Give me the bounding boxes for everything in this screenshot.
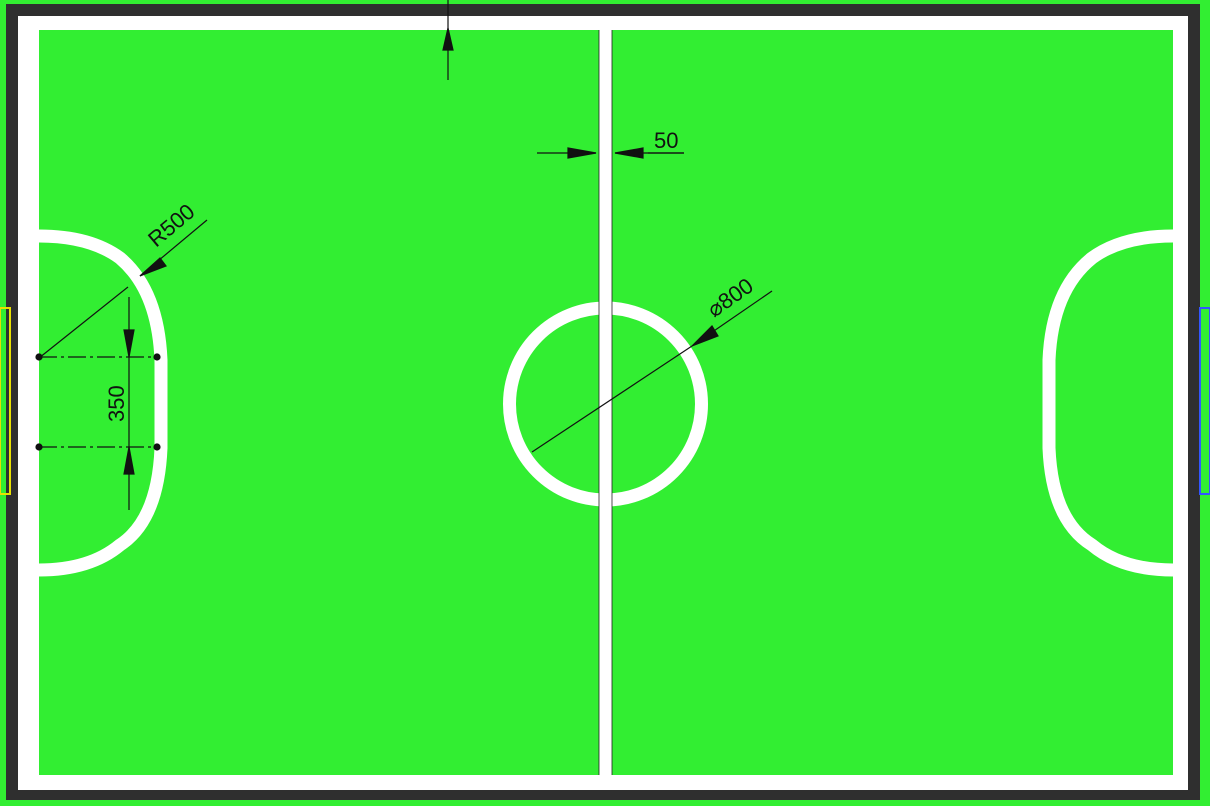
- halfway-line: [599, 30, 612, 775]
- dimension-corner-radius: [38, 219, 208, 359]
- dimension-line-width: [537, 147, 684, 159]
- dimension-line-width-label: 50: [654, 128, 678, 153]
- left-penalty-area: [38, 229, 168, 577]
- right-goal: [1199, 307, 1210, 495]
- left-goal: [0, 307, 11, 495]
- dimension-center-circle-diameter: [531, 290, 773, 453]
- right-penalty-area: [1042, 229, 1174, 577]
- dimension-penalty-straight: [35, 297, 161, 510]
- dimension-border-arrow: [442, 0, 454, 80]
- center-circle: [503, 301, 708, 507]
- dimension-penalty-straight-label: 350: [104, 385, 129, 422]
